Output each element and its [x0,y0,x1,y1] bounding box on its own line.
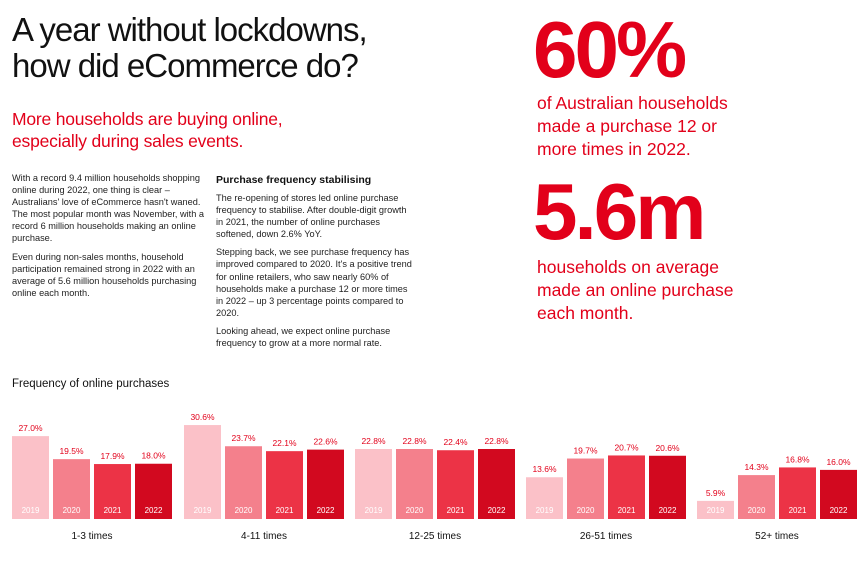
middle-column-heading: Purchase frequency stabilising [216,174,372,186]
left-text-column: With a record 9.4 million households sho… [12,172,208,305]
data-label: 20.6% [655,443,680,453]
subtitle: More households are buying online, espec… [12,108,372,152]
bar-year-label: 2019 [536,506,554,515]
data-label: 30.6% [190,412,215,422]
bar-year-label: 2019 [365,506,383,515]
bar-12-25-times-2022 [478,449,515,519]
data-label: 22.8% [361,436,386,446]
bar-1-3-times-2022 [135,463,172,519]
bar-52-times-2020 [738,475,775,519]
data-label: 5.9% [706,488,726,498]
bar-year-label: 2022 [145,506,163,515]
data-label: 20.7% [614,442,639,452]
data-label: 22.4% [443,437,468,447]
category-label: 1-3 times [71,531,112,542]
middle-paragraph-3: Looking ahead, we expect online purchase… [216,325,391,349]
stat1-caption-line-2: made a purchase 12 or [537,116,717,136]
bar-year-label: 2021 [104,506,122,515]
stat-5-6m-caption: households on average made an online pur… [537,256,777,325]
bar-year-label: 2020 [235,506,253,515]
frequency-bar-chart: 27.0% 2019 19.5% 2020 17.9% 2021 18.0% 2022 1-3 … [12,412,857,542]
category-label: 26-51 times [580,531,632,542]
subtitle-line-2: especially during sales events. [12,131,244,151]
bar-year-label: 2021 [276,506,294,515]
subtitle-line-1: More households are buying online, [12,109,283,129]
bar-year-label: 2022 [488,506,506,515]
bar-year-label: 2022 [659,506,677,515]
category-label: 12-25 times [409,531,461,542]
bar-year-label: 2022 [830,506,848,515]
stat2-caption-line-1: households on average [537,257,719,277]
bar-year-label: 2020 [748,506,766,515]
stat-60-percent: 60% [533,5,687,94]
data-label: 27.0% [18,423,43,433]
bar-4-11-times-2021 [266,451,303,519]
bar-52-times-2022 [820,469,857,519]
stat-60-percent-caption: of Australian households made a purchase… [537,92,777,161]
data-label: 19.7% [573,446,598,456]
bar-4-11-times-2020 [225,446,262,519]
stat1-caption-line-1: of Australian households [537,93,728,113]
chart-title: Frequency of online purchases [12,378,170,390]
data-label: 22.8% [484,436,509,446]
bar-12-25-times-2019 [355,449,392,519]
bar-52-times-2019 [697,500,734,519]
stat2-caption-line-2: made an online purchase [537,280,734,300]
bar-year-label: 2022 [317,506,335,515]
data-label: 17.9% [100,451,125,461]
bar-26-51-times-2021 [608,455,645,519]
bar-year-label: 2021 [789,506,807,515]
bar-52-times-2021 [779,467,816,519]
bar-year-label: 2021 [447,506,465,515]
bar-year-label: 2019 [194,506,212,515]
data-label: 22.8% [402,436,427,446]
data-label: 14.3% [744,462,769,472]
bar-year-label: 2019 [707,506,725,515]
data-label: 22.1% [272,438,297,448]
bar-12-25-times-2021 [437,450,474,519]
bar-4-11-times-2019 [184,425,221,519]
bar-12-25-times-2020 [396,449,433,519]
middle-text-column: The re-opening of stores led online purc… [216,192,412,355]
page-title: A year without lockdowns, how did eComme… [12,12,482,84]
bar-year-label: 2020 [63,506,81,515]
left-paragraph-2: Even during non-sales months, household … [12,251,197,298]
data-label: 22.6% [313,437,338,447]
middle-paragraph-2: Stepping back, we see purchase frequency… [216,247,412,318]
bar-26-51-times-2020 [567,458,604,519]
bar-year-label: 2021 [618,506,636,515]
data-label: 13.6% [532,464,557,474]
left-paragraph-1: With a record 9.4 million households sho… [12,173,205,244]
data-label: 19.5% [59,446,84,456]
bar-26-51-times-2019 [526,477,563,519]
title-line-1: A year without lockdowns, [12,11,368,48]
bar-year-label: 2020 [577,506,595,515]
stat2-caption-line-3: each month. [537,303,634,323]
bar-1-3-times-2021 [94,464,131,519]
data-label: 23.7% [231,433,256,443]
middle-paragraph-1: The re-opening of stores led online purc… [216,193,407,240]
data-label: 18.0% [141,451,166,461]
stat-5-6m: 5.6m [533,167,706,256]
stat1-caption-line-3: more times in 2022. [537,139,691,159]
bar-year-label: 2019 [22,506,40,515]
category-label: 52+ times [755,531,799,542]
bar-year-label: 2020 [406,506,424,515]
title-line-2: how did eCommerce do? [12,47,359,84]
data-label: 16.8% [785,454,810,464]
bar-26-51-times-2022 [649,455,686,519]
category-label: 4-11 times [241,531,287,542]
bar-4-11-times-2022 [307,449,344,519]
data-label: 16.0% [826,457,851,467]
bar-1-3-times-2020 [53,459,90,519]
bar-1-3-times-2019 [12,436,49,519]
